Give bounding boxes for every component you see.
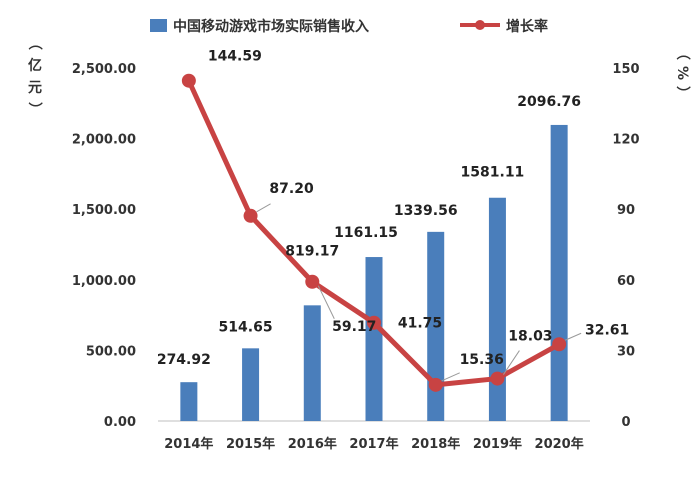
right-axis-tick-label: 0 [621,415,630,430]
left-axis-unit-char: ） [26,102,42,116]
line-point [243,208,258,223]
x-axis-tick-label: 2019年 [473,436,522,452]
bar-value-label: 819.17 [285,243,339,259]
line-point [552,337,567,352]
line-point [181,73,196,88]
line-value-label: 59.17 [332,319,376,335]
x-axis-tick-label: 2017年 [349,436,398,452]
legend-bar-label: 中国移动游戏市场实际销售收入 [173,18,369,35]
axes-layer: 0.00 500.00 1,000.00 1,500.00 2,000.00 2,500.… [26,36,690,452]
right-axis-unit-label: （% ） [674,46,690,100]
bar-value-label: 514.65 [219,319,273,335]
line-value-label: 87.20 [269,181,314,197]
left-axis-tick-label: 2,000.00 [72,133,136,148]
left-axis-unit-char: 元 [28,80,42,96]
x-axis-tick-label: 2018年 [411,436,460,452]
line-point [428,377,443,392]
right-axis-tick-label: 150 [612,62,639,77]
right-axis-unit-char: （ [674,46,690,60]
line-value-label: 144.59 [208,49,262,65]
right-axis-tick-label: 90 [617,203,635,218]
left-axis-tick-label: 1,000.00 [72,274,136,289]
left-axis-tick-label: 500.00 [86,344,136,359]
line-layer [181,73,567,392]
right-axis-unit-char: % [674,66,690,80]
line-value-label: 18.03 [508,329,552,345]
left-axis-unit-label: （ 亿元 ） [26,36,42,116]
bar [365,257,383,421]
right-axis-tick-label: 60 [617,274,635,289]
line-value-label: 15.36 [460,352,504,368]
x-axis-tick-label: 2014年 [164,436,213,452]
line-point [367,315,381,330]
bar [488,197,506,421]
x-axis-tick-label: 2015年 [226,436,275,452]
left-axis-tick-label: 1,500.00 [72,203,136,218]
leader-line [441,372,460,382]
bar-value-label: 1339.56 [394,203,458,219]
right-axis-unit-char: ） [674,86,690,100]
leader-line [503,350,520,375]
bar-value-label: 1581.11 [461,165,525,181]
bar-value-label: 274.92 [157,352,211,368]
bar [303,305,321,421]
legend-bar-swatch [150,19,167,32]
legend: 中国移动游戏市场实际销售收入 增长率 [150,18,548,35]
legend-line-marker [475,20,485,30]
line-point [305,274,320,289]
leader-line [317,285,335,319]
left-axis-unit-char: 亿 [28,57,42,74]
legend-line-label: 增长率 [506,18,548,35]
line-value-label: 32.61 [585,322,629,338]
line-point [490,371,505,386]
left-axis-unit-char: （ [26,36,42,50]
labels-layer: 274.92 514.65 819.17 1161.15 1339.56 1581.11 2… [157,49,629,382]
x-axis-tick-label: 2016年 [288,436,337,452]
leader-line [564,332,582,341]
bar [550,124,568,421]
x-axis-tick-label: 2020年 [535,436,584,452]
right-axis-tick-label: 30 [617,344,635,359]
leader-line [256,203,271,213]
bar-value-label: 2096.76 [517,94,581,110]
bar [427,231,445,421]
bar [180,382,198,421]
left-axis-tick-label: 0.00 [104,415,136,430]
right-axis-tick-label: 120 [612,133,639,148]
bar-value-label: 1161.15 [334,225,398,241]
bar [242,348,260,421]
left-axis-tick-label: 2,500.00 [72,62,136,77]
line-value-label: 41.75 [398,316,442,332]
